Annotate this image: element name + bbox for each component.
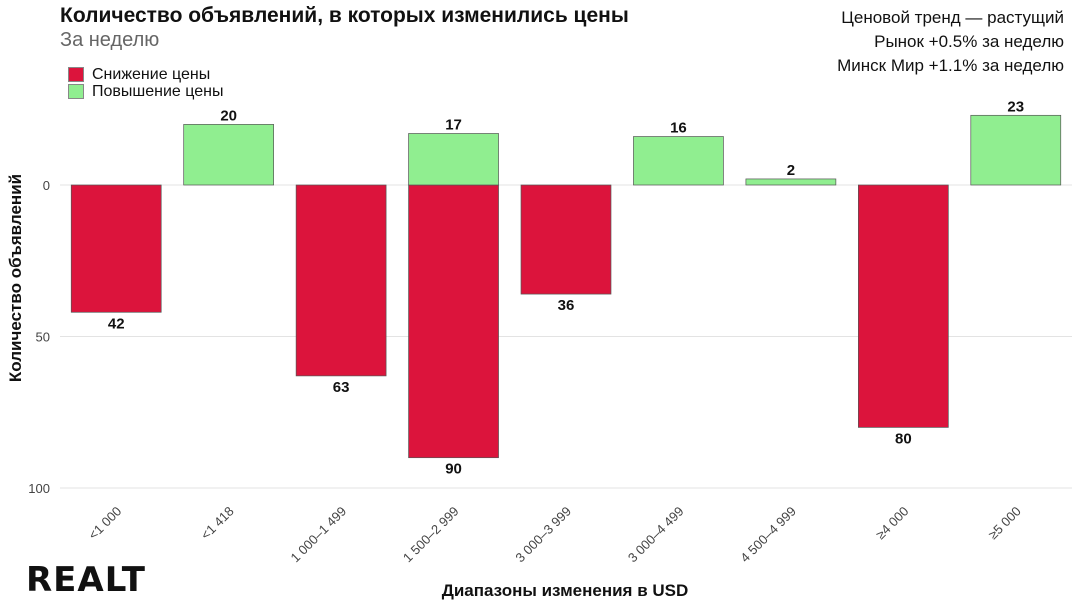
market-note: Рынок +0.5% за неделю	[874, 32, 1064, 51]
bar-decrease	[520, 184, 612, 295]
data-label-increase: 20	[220, 107, 237, 124]
bar-increase	[745, 178, 837, 186]
chart-subtitle: За неделю	[60, 29, 160, 51]
y-axis-title: Количество объявлений	[6, 174, 25, 382]
data-label-increase: 2	[787, 162, 795, 179]
legend-label-increase: Повышение цены	[92, 82, 224, 100]
legend-label-decrease: Снижение цены	[92, 65, 211, 83]
legend-swatch-decrease	[68, 67, 84, 82]
data-label-decrease: 42	[108, 315, 125, 332]
district-note: Минск Мир +1.1% за неделю	[837, 56, 1064, 75]
x-tick-label: <1 000	[85, 504, 124, 543]
chart-title: Количество объявлений, в которых изменил…	[60, 4, 629, 27]
data-label-increase: 23	[1007, 98, 1024, 115]
bar-decrease	[408, 184, 499, 459]
bar-increase	[633, 136, 724, 186]
bar-increase	[183, 124, 274, 186]
bar-decrease	[70, 184, 162, 313]
x-tick-label: 3 000–4 499	[625, 504, 687, 566]
data-label-decrease: 90	[445, 461, 462, 478]
x-tick-label: 1 000–1 499	[288, 504, 350, 566]
y-tick-label: 100	[28, 481, 50, 496]
trend-notes: Ценовой тренд — растущий Рынок +0.5% за …	[837, 6, 1064, 78]
legend: Снижение цены Повышение цены	[68, 66, 223, 100]
x-tick-label: 1 500–2 999	[400, 504, 462, 566]
y-tick-label: 0	[43, 178, 50, 193]
x-axis-title: Диапазоны изменения в USD	[442, 581, 689, 600]
x-tick-label: <1 418	[198, 504, 237, 543]
y-tick-label: 50	[36, 330, 50, 345]
x-tick-label: 4 500–4 999	[737, 504, 799, 566]
x-tick-label: ≥5 000	[985, 504, 1024, 543]
bar-decrease	[295, 184, 387, 377]
trend-note: Ценовой тренд — растущий	[841, 8, 1064, 27]
data-label-decrease: 36	[558, 297, 575, 314]
data-label-increase: 17	[445, 116, 462, 133]
bar-decrease	[858, 184, 949, 428]
data-label-increase: 16	[670, 120, 687, 137]
bar-increase	[408, 133, 499, 186]
bar-increase	[970, 114, 1062, 186]
legend-swatch-increase	[68, 84, 84, 99]
x-tick-label: 3 000–3 999	[512, 504, 574, 566]
data-label-decrease: 63	[333, 379, 350, 396]
x-tick-label: ≥4 000	[873, 504, 912, 543]
legend-item-decrease: Снижение цены	[68, 66, 223, 83]
realt-logo: REALT	[26, 560, 146, 600]
data-label-decrease: 80	[895, 430, 912, 447]
legend-item-increase: Повышение цены	[68, 83, 223, 100]
